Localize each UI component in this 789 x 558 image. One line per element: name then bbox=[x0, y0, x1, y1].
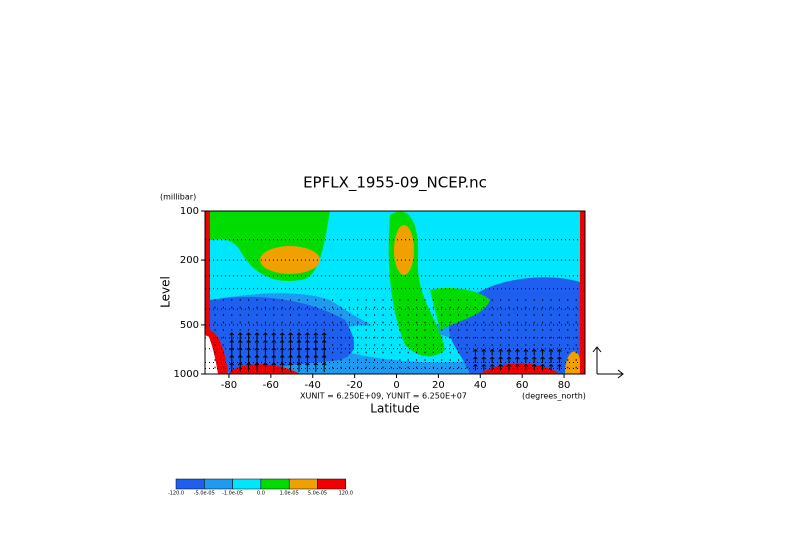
vector-arrow bbox=[531, 356, 537, 363]
y-tick-label: 1000 bbox=[174, 369, 199, 380]
chart-title: EPFLX_1955-09_NCEP.nc bbox=[303, 174, 487, 193]
vector-arrow bbox=[557, 363, 562, 371]
vector-arrow bbox=[557, 348, 562, 356]
x-tick-label: 80 bbox=[558, 380, 571, 391]
colorbar-swatch bbox=[317, 478, 347, 490]
vector-arrow bbox=[246, 362, 251, 372]
vector-arrow bbox=[498, 348, 503, 356]
vector-arrow bbox=[548, 348, 554, 356]
vector-arrow bbox=[531, 348, 537, 356]
vector-arrow bbox=[548, 356, 554, 363]
vector-arrow bbox=[237, 362, 243, 372]
colorbar-label: 1.0e-05 bbox=[280, 491, 299, 497]
vector-arrow bbox=[515, 363, 520, 371]
contour-field bbox=[205, 210, 585, 375]
vector-arrow bbox=[481, 356, 487, 363]
vector-arrow bbox=[279, 362, 285, 372]
colorbar-label: 120.0 bbox=[339, 491, 353, 497]
colorbar-swatch bbox=[232, 478, 262, 490]
vector-arrow bbox=[296, 362, 302, 372]
vector-arrow bbox=[305, 362, 310, 372]
vector-arrow bbox=[473, 356, 478, 363]
contour-region bbox=[210, 330, 228, 374]
x-tick-label: 60 bbox=[516, 380, 529, 391]
contour-region bbox=[565, 351, 580, 374]
vector-arrow bbox=[489, 363, 495, 371]
vector-arrow bbox=[498, 356, 503, 363]
x-axis-label: Latitude bbox=[370, 402, 419, 416]
vector-arrow bbox=[523, 363, 529, 371]
colorbar-label: -1.0e-05 bbox=[222, 491, 243, 497]
vector-arrow bbox=[288, 362, 293, 372]
x-tick-label: -20 bbox=[346, 380, 362, 391]
vector-arrow bbox=[489, 348, 495, 356]
vector-arrow bbox=[481, 363, 487, 371]
vector-arrow bbox=[523, 356, 529, 363]
vector-arrow bbox=[321, 362, 327, 372]
vector-arrow bbox=[515, 356, 520, 363]
contour-region bbox=[430, 288, 490, 330]
vector-arrow bbox=[254, 362, 260, 372]
x-tick-label: 20 bbox=[432, 380, 445, 391]
colorbar-label: -120.0 bbox=[168, 491, 184, 497]
colorbar-label: 0.0 bbox=[257, 491, 265, 497]
vector-arrow bbox=[506, 356, 512, 363]
vector-arrow bbox=[489, 356, 495, 363]
vector-arrow bbox=[523, 348, 529, 356]
y-unit: (millibar) bbox=[160, 193, 196, 202]
vector-field bbox=[214, 299, 577, 372]
colorbar-swatch bbox=[288, 478, 318, 490]
vector-arrow bbox=[506, 348, 512, 356]
annotation: XUNIT = 6.250E+09, YUNIT = 6.250E+07 bbox=[300, 392, 467, 401]
vector-arrow bbox=[557, 356, 562, 363]
colorbar-label: -5.0e-05 bbox=[194, 491, 215, 497]
vector-arrow bbox=[531, 363, 537, 371]
contour-region bbox=[205, 211, 210, 374]
vector-arrow bbox=[263, 362, 268, 372]
vector-arrow bbox=[313, 362, 319, 372]
vector-arrow bbox=[271, 362, 277, 372]
vector-arrow bbox=[506, 363, 512, 371]
x-tick-label: -80 bbox=[221, 380, 237, 391]
vector-arrow bbox=[229, 362, 235, 372]
plot-frame bbox=[204, 210, 586, 375]
y-axis-label: Level bbox=[159, 276, 173, 308]
colorbar-swatch bbox=[204, 478, 233, 490]
vector-arrow bbox=[540, 348, 545, 356]
colorbar-label: 5.0e-05 bbox=[308, 491, 327, 497]
contour-region bbox=[580, 211, 585, 374]
y-tick-label: 100 bbox=[180, 206, 199, 217]
x-tick-label: 0 bbox=[393, 380, 399, 391]
colorbar-swatch bbox=[260, 478, 290, 490]
x-tick-label: -60 bbox=[263, 380, 279, 391]
x-tick-label: -40 bbox=[305, 380, 321, 391]
colorbar-swatch bbox=[175, 478, 205, 490]
vector-arrow bbox=[473, 348, 478, 356]
vector-arrow bbox=[540, 356, 545, 363]
contour-region bbox=[394, 225, 414, 275]
y-tick-label: 500 bbox=[180, 320, 199, 331]
x-unit: (degrees_north) bbox=[522, 392, 586, 401]
x-tick-label: 40 bbox=[474, 380, 487, 391]
vector-arrow bbox=[498, 363, 503, 371]
vector-arrow bbox=[515, 348, 520, 356]
vector-arrow bbox=[548, 363, 554, 371]
vector-arrow bbox=[540, 363, 545, 371]
vector-arrow bbox=[481, 348, 487, 356]
reference-vector bbox=[592, 346, 624, 379]
y-tick-label: 200 bbox=[180, 255, 199, 266]
vector-arrow bbox=[473, 363, 478, 371]
